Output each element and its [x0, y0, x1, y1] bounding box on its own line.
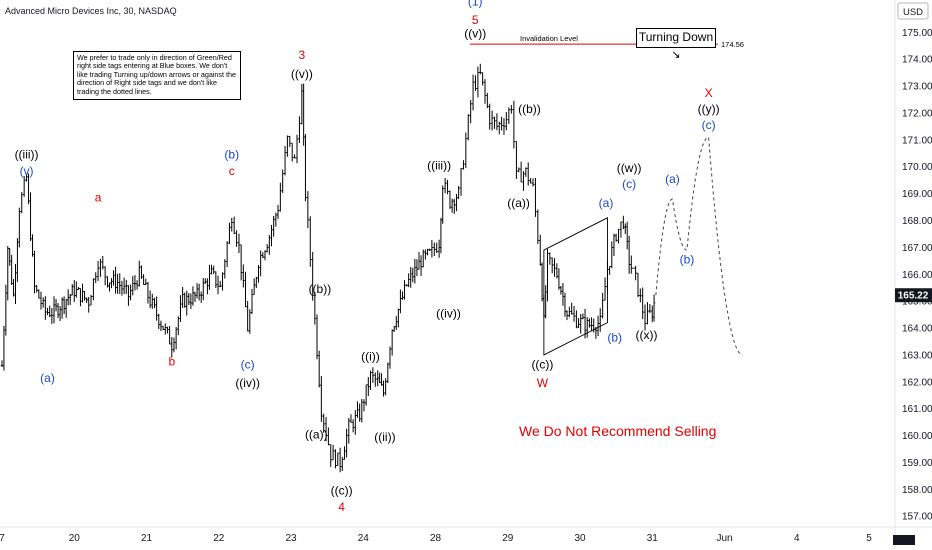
wave-label: ((y)) [698, 102, 720, 116]
price-tick-label: 164.00 [902, 324, 932, 335]
projection-path [655, 136, 743, 356]
price-tick-label: 174.00 [902, 55, 932, 66]
time-tick-label: 5 [866, 533, 872, 544]
price-tick-label: 175.00 [902, 28, 932, 39]
price-tick-label: 173.00 [902, 82, 932, 93]
wave-label: ((w)) [617, 161, 642, 175]
price-tick-label: 171.00 [902, 135, 932, 146]
price-tick-label: 163.00 [902, 350, 932, 361]
time-tick-label: 30 [574, 533, 586, 544]
price-tick-label: 172.00 [902, 108, 932, 119]
price-tick-label: 166.00 [902, 270, 932, 281]
time-tick-label: 24 [358, 533, 370, 544]
time-tick-label: 7 [0, 533, 5, 544]
wave-label: a [95, 191, 102, 205]
wave-label: (a) [40, 371, 55, 385]
wave-label: ((iii)) [15, 148, 39, 162]
last-price-tag: 165.22 [895, 288, 932, 303]
price-tick-label: 168.00 [902, 216, 932, 227]
projection-line [655, 136, 743, 356]
price-tick-label: 159.00 [902, 458, 932, 469]
tradingview-logo [893, 535, 915, 545]
price-series [0, 63, 656, 473]
time-tick-label: 23 [285, 533, 297, 544]
last-price-value: 165.22 [898, 291, 929, 302]
invalidation-label: Invalidation Level [520, 34, 578, 43]
chart-title: Advanced Micro Devices Inc, 30, NASDAQ [5, 6, 177, 16]
price-tick-label: 161.00 [902, 404, 932, 415]
turning-down-box: Turning Down ↘ [636, 28, 716, 61]
wave-label: ((i)) [361, 349, 380, 363]
wave-label: ((ii)) [374, 430, 395, 444]
wave-label: (c) [622, 177, 636, 191]
wave-label: ((c)) [331, 484, 353, 498]
wave-label: (1) [468, 0, 483, 8]
price-tick-label: 157.00 [902, 512, 932, 523]
wave-label: c [229, 164, 235, 178]
wave-label: (b) [680, 253, 695, 267]
wave-label: 5 [472, 13, 479, 27]
price-tick-label: 160.00 [902, 431, 932, 442]
usd-badge[interactable] [897, 2, 929, 20]
turning-down-arrow-icon: ↘ [671, 49, 681, 61]
time-tick-label: 20 [69, 533, 81, 544]
wave-label: 4 [338, 500, 345, 514]
time-tick-label: 31 [647, 533, 659, 544]
price-tick-label: 162.00 [902, 377, 932, 388]
wave-label: ((iv)) [436, 306, 461, 320]
wave-label: ((iii)) [427, 158, 451, 172]
wave-label: ((v)) [291, 67, 313, 81]
price-tick-label: 158.00 [902, 485, 932, 496]
invalidation-value: 174.56 [721, 40, 744, 49]
time-tick-label: 29 [502, 533, 514, 544]
wave-label: ((iv)) [235, 376, 260, 390]
time-tick-label: 4 [794, 533, 800, 544]
channel-outline [543, 217, 608, 356]
wave-label: ((v)) [464, 27, 486, 41]
wave-label: (v) [20, 164, 34, 178]
not-recommend-selling-label: We Do Not Recommend Selling [519, 423, 717, 439]
wave-label: ((x)) [635, 328, 657, 342]
wave-label: (c) [241, 357, 255, 371]
trading-note-box: We prefer to trade only in direction of … [73, 51, 241, 100]
wave-labels: ((iii)) (v) (a) a b (b) c (c) ((iv)) 3 ((v)) ((b)) (… [15, 0, 720, 514]
wave-label: b [168, 355, 175, 369]
trading-note-text: We prefer to trade only in direction of … [77, 53, 237, 96]
wave-label: (c) [702, 118, 716, 132]
wave-label: X [705, 86, 713, 100]
time-tick-label: 22 [213, 533, 225, 544]
time-axis[interactable]: 7 20 21 22 23 24 28 29 30 31 Jun 4 5 [0, 533, 872, 544]
currency-label: USD [903, 7, 923, 18]
price-axis[interactable]: 157.00 158.00 159.00 160.00 161.00 162.00 163.… [902, 28, 932, 523]
wave-label: (b) [607, 330, 622, 344]
wave-label: (a) [665, 172, 680, 186]
wave-label: (a) [599, 196, 614, 210]
wave-label: ((a)) [507, 196, 530, 210]
last-price-box [895, 288, 932, 303]
price-tick-label: 169.00 [902, 189, 932, 200]
wave-label: (b) [224, 148, 239, 162]
price-tick-label: 167.00 [902, 243, 932, 254]
wave-label: ((b)) [309, 282, 332, 296]
time-tick-label: Jun [716, 533, 732, 544]
wave-label: 3 [298, 48, 305, 62]
wave-label: ((b)) [518, 102, 541, 116]
time-tick-label: 28 [430, 533, 442, 544]
wave-label: ((c)) [531, 357, 553, 371]
wave-channel [543, 217, 608, 356]
wave-label: W [537, 376, 549, 390]
wave-label: ((a)) [305, 427, 328, 441]
price-tick-label: 170.00 [902, 162, 932, 173]
time-tick-label: 21 [141, 533, 153, 544]
turning-down-label: Turning Down [638, 30, 714, 44]
